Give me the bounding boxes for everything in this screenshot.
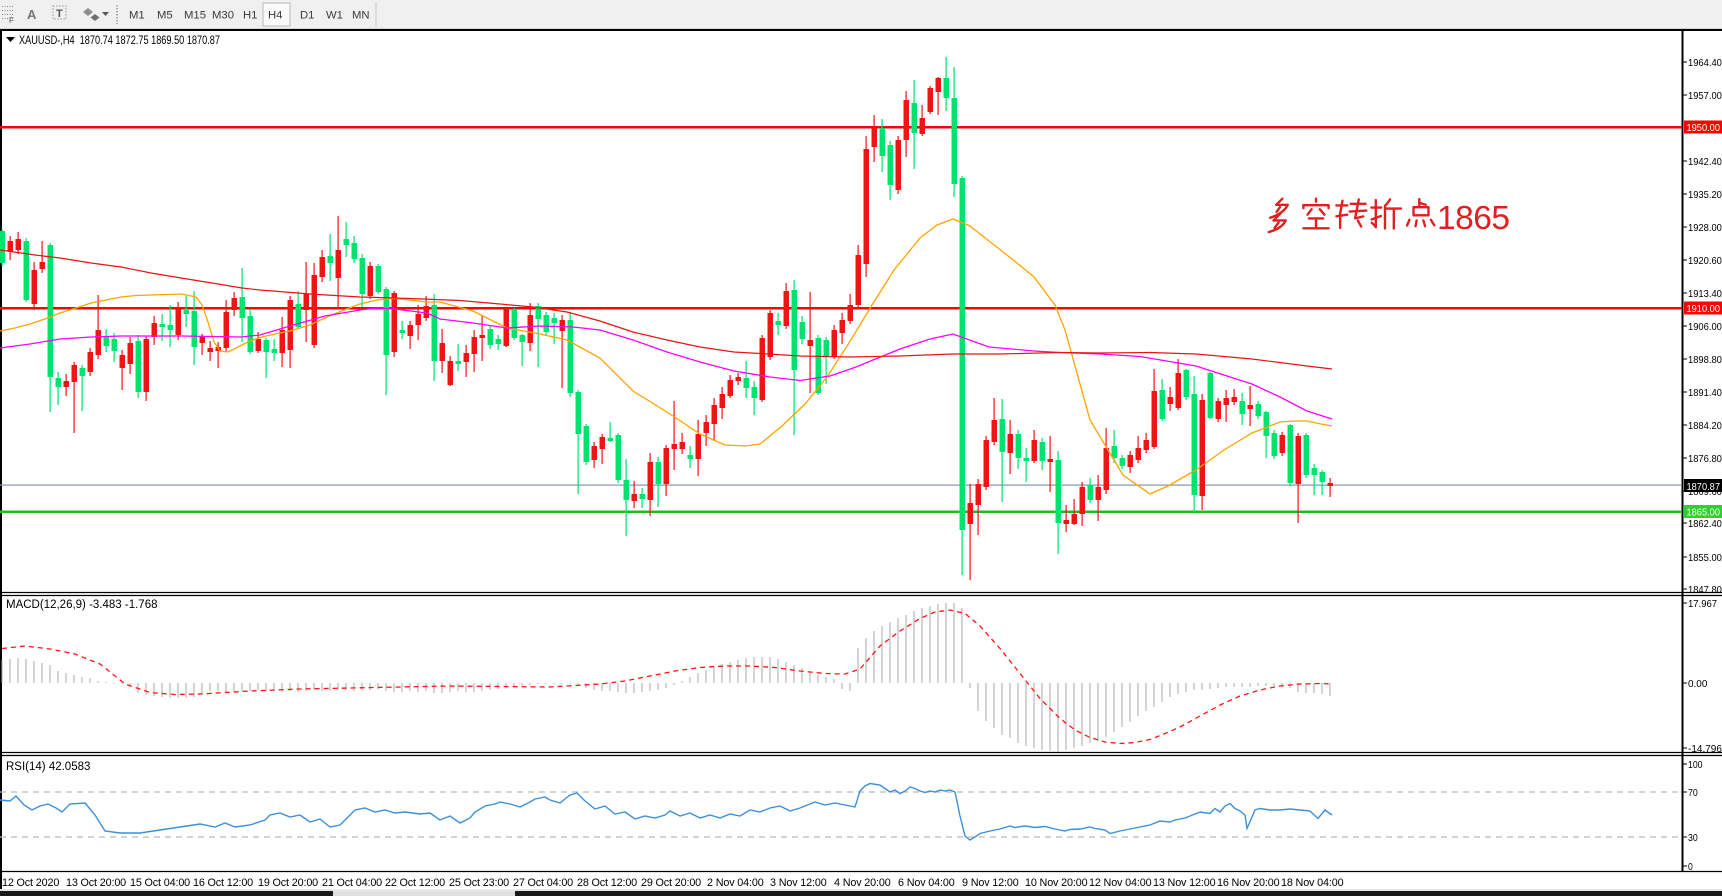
svg-text:21 Oct 04:00: 21 Oct 04:00 <box>322 877 382 889</box>
svg-text:M1: M1 <box>129 10 145 22</box>
svg-text:10 Nov 20:00: 10 Nov 20:00 <box>1025 877 1088 889</box>
svg-text:30: 30 <box>1688 832 1698 844</box>
svg-text:1865: 1865 <box>1437 200 1510 237</box>
svg-text:A: A <box>27 7 37 22</box>
svg-text:D1: D1 <box>300 10 314 22</box>
svg-text:28 Oct 12:00: 28 Oct 12:00 <box>577 877 637 889</box>
svg-text:1898.80: 1898.80 <box>1688 354 1722 366</box>
svg-text:70: 70 <box>1688 787 1698 799</box>
svg-text:1964.40: 1964.40 <box>1688 57 1722 69</box>
svg-text:15 Oct 04:00: 15 Oct 04:00 <box>130 877 190 889</box>
svg-text:29 Oct 20:00: 29 Oct 20:00 <box>641 877 701 889</box>
svg-text:27 Oct 04:00: 27 Oct 04:00 <box>513 877 573 889</box>
svg-text:17.967: 17.967 <box>1688 598 1717 610</box>
svg-text:16 Oct 12:00: 16 Oct 12:00 <box>193 877 253 889</box>
svg-text:13 Nov 12:00: 13 Nov 12:00 <box>1153 877 1216 889</box>
svg-text:0.00: 0.00 <box>1688 678 1708 690</box>
svg-text:12 Nov 04:00: 12 Nov 04:00 <box>1089 877 1152 889</box>
svg-text:RSI(14) 42.0583: RSI(14) 42.0583 <box>6 761 90 773</box>
svg-text:16 Nov 20:00: 16 Nov 20:00 <box>1217 877 1280 889</box>
svg-text:1855.00: 1855.00 <box>1688 552 1722 564</box>
svg-text:1906.00: 1906.00 <box>1688 321 1722 333</box>
svg-text:1847.80: 1847.80 <box>1688 584 1722 596</box>
svg-text:1935.20: 1935.20 <box>1688 189 1722 201</box>
svg-text:1913.40: 1913.40 <box>1688 288 1722 300</box>
svg-text:H4: H4 <box>268 10 282 22</box>
svg-text:6 Nov 04:00: 6 Nov 04:00 <box>898 877 955 889</box>
svg-text:1950.00: 1950.00 <box>1687 122 1721 134</box>
svg-text:1928.00: 1928.00 <box>1688 222 1722 234</box>
svg-text:T: T <box>56 8 63 20</box>
svg-text:-14.796: -14.796 <box>1688 743 1722 755</box>
svg-text:22 Oct 12:00: 22 Oct 12:00 <box>385 877 445 889</box>
svg-text:1884.20: 1884.20 <box>1688 420 1722 432</box>
svg-text:1957.00: 1957.00 <box>1688 90 1722 102</box>
svg-text:18 Nov 04:00: 18 Nov 04:00 <box>1281 877 1344 889</box>
svg-text:1891.40: 1891.40 <box>1688 387 1722 399</box>
svg-text:4 Nov 20:00: 4 Nov 20:00 <box>834 877 891 889</box>
svg-text:1876.80: 1876.80 <box>1688 453 1722 465</box>
svg-text:1942.40: 1942.40 <box>1688 156 1722 168</box>
svg-text:1862.40: 1862.40 <box>1688 518 1722 530</box>
svg-text:0: 0 <box>1688 861 1693 873</box>
svg-text:M5: M5 <box>157 10 173 22</box>
svg-text:MACD(12,26,9) -3.483 -1.768: MACD(12,26,9) -3.483 -1.768 <box>6 599 158 611</box>
svg-text:13 Oct 20:00: 13 Oct 20:00 <box>66 877 126 889</box>
svg-text:19 Oct 20:00: 19 Oct 20:00 <box>258 877 318 889</box>
svg-text:1920.60: 1920.60 <box>1688 255 1722 267</box>
svg-text:M30: M30 <box>212 10 234 22</box>
svg-text:2 Nov 04:00: 2 Nov 04:00 <box>707 877 764 889</box>
svg-text:100: 100 <box>1688 759 1703 771</box>
svg-text:25 Oct 23:00: 25 Oct 23:00 <box>449 877 509 889</box>
svg-text:H1: H1 <box>243 10 257 22</box>
svg-text:XAUUSD-,H4 1870.74 1872.75 18: XAUUSD-,H4 1870.74 1872.75 1869.50 1870.… <box>19 33 220 47</box>
svg-text:1910.00: 1910.00 <box>1687 303 1721 315</box>
svg-text:3 Nov 12:00: 3 Nov 12:00 <box>770 877 827 889</box>
svg-text:9 Nov 12:00: 9 Nov 12:00 <box>962 877 1019 889</box>
svg-text:12 Oct 2020: 12 Oct 2020 <box>2 877 59 889</box>
svg-text:W1: W1 <box>326 10 343 22</box>
svg-text:1870.87: 1870.87 <box>1687 481 1721 493</box>
svg-text:MN: MN <box>352 10 370 22</box>
svg-text:1865.00: 1865.00 <box>1687 507 1721 519</box>
svg-text:F: F <box>9 16 14 25</box>
svg-text:M15: M15 <box>184 10 206 22</box>
